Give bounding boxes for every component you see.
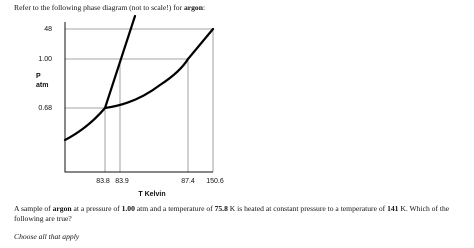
text: at a pressure of bbox=[71, 204, 122, 213]
sublimation-curve bbox=[63, 106, 107, 142]
fusion-curve bbox=[103, 14, 137, 110]
y-axis-label: P bbox=[36, 73, 41, 80]
x-tick-label: 83.9 bbox=[115, 178, 129, 185]
bold-text: 1.00 bbox=[121, 204, 135, 213]
bold-text: 75.8 bbox=[214, 204, 228, 213]
text: A sample of bbox=[14, 204, 53, 213]
instruction: Choose all that apply bbox=[14, 232, 80, 241]
phase-diagram: 48 1.00 0.68 P atm 83.8 83.9 87.4 150.6 … bbox=[36, 14, 224, 198]
y-axis-label: atm bbox=[36, 82, 48, 89]
y-tick-label: 1.00 bbox=[38, 56, 52, 63]
x-axis-label: T Kelvin bbox=[138, 191, 165, 198]
x-tick-label: 87.4 bbox=[181, 178, 195, 185]
text: : bbox=[202, 3, 206, 12]
y-tick-label: 0.68 bbox=[38, 105, 52, 112]
intro-text: Refer to the following phase diagram (no… bbox=[14, 3, 205, 13]
question-text: A sample of argon at a pressure of 1.00 … bbox=[14, 204, 464, 224]
bold-text: argon bbox=[52, 204, 72, 213]
y-tick-label: 48 bbox=[44, 26, 52, 33]
x-tick-label: 150.6 bbox=[206, 178, 224, 185]
text: Refer to the following phase diagram (no… bbox=[14, 3, 184, 12]
text: atm and a temperature of bbox=[134, 204, 215, 213]
vaporization-curve bbox=[103, 27, 215, 110]
axes bbox=[64, 22, 213, 173]
text: K is heated at constant pressure to a te… bbox=[227, 204, 388, 213]
bold-text: argon bbox=[183, 3, 203, 12]
x-tick-label: 83.8 bbox=[96, 178, 110, 185]
text: K. Which of the following are true? bbox=[14, 204, 450, 223]
bold-text: 141 bbox=[387, 204, 399, 213]
